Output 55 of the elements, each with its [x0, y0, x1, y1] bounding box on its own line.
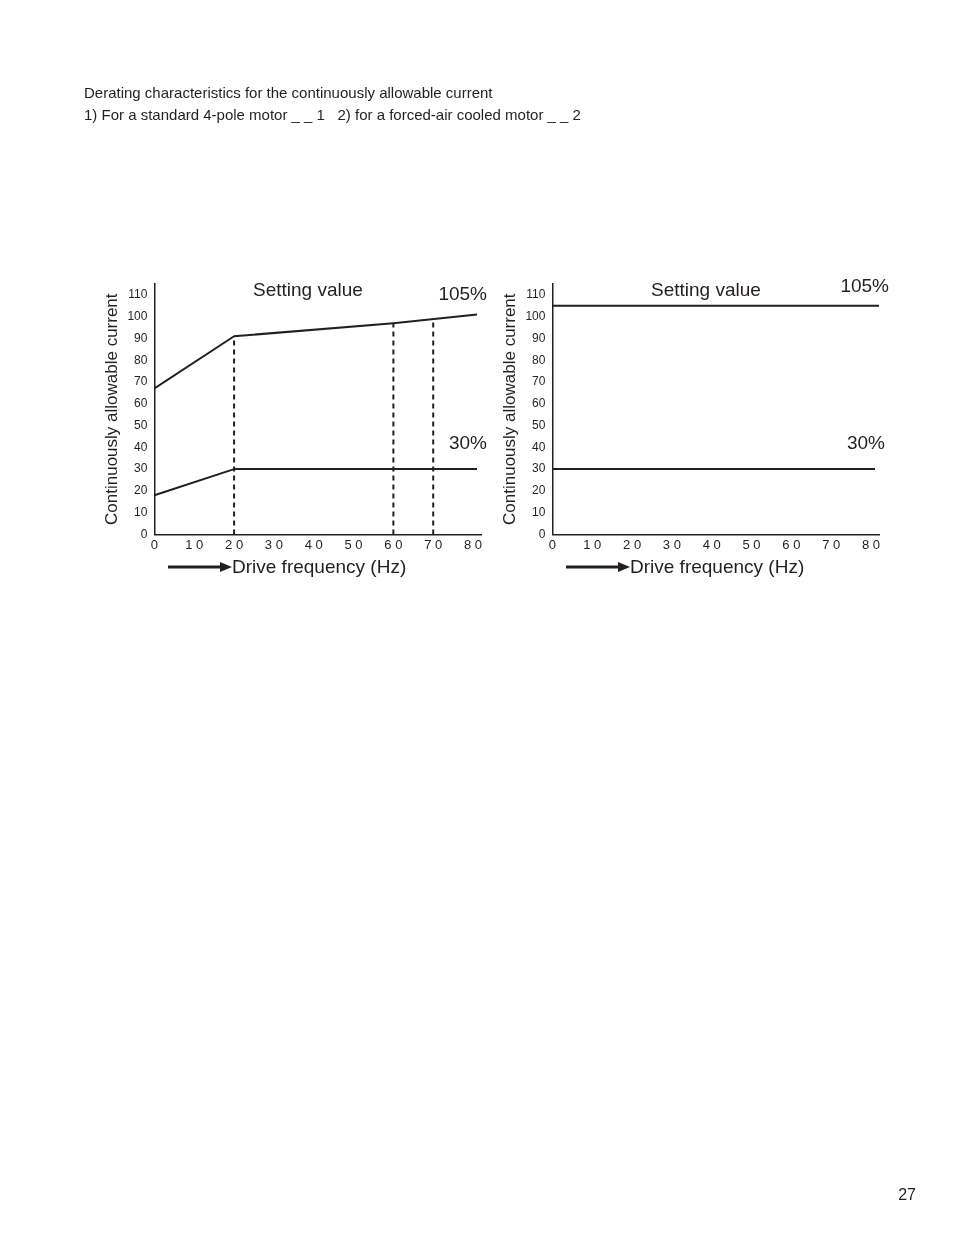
x-tick-label: 6 0: [782, 536, 801, 552]
y-tick-label: 60: [134, 396, 148, 411]
annotation: Setting value: [252, 278, 363, 300]
y-tick-label: 40: [134, 439, 148, 454]
x-tick-label: 3 0: [662, 536, 681, 552]
y-tick-label: 40: [532, 439, 546, 454]
y-tick-label: 100: [127, 308, 148, 323]
x-tick-label: 1 0: [583, 536, 602, 552]
chart-title: Derating characteristics for the continuously allowable current: [84, 83, 494, 103]
x-tick-label: 8 0: [862, 536, 881, 552]
y-tick-label: 30: [532, 461, 546, 476]
text: 27: [898, 1186, 916, 1204]
x-tick-label: 8 0: [464, 536, 483, 552]
y-tick-label: 60: [532, 396, 546, 411]
y-tick-label: 20: [134, 483, 148, 498]
y-tick-label: 110: [128, 287, 148, 302]
x-tick-label: 2 0: [623, 536, 642, 552]
y-tick-label: 90: [532, 330, 546, 345]
x-tick-label: 6 0: [384, 536, 403, 552]
annotation: 105%: [840, 274, 890, 296]
annotation: Setting value: [650, 278, 761, 300]
y-tick-label: 10: [532, 504, 546, 519]
y-tick-label: 0: [538, 526, 546, 541]
x-tick-label: 2 0: [225, 536, 244, 552]
x-tick-label: 4 0: [304, 536, 323, 552]
y-tick-label: 20: [532, 483, 546, 498]
x-tick-label: 5 0: [742, 536, 761, 552]
y-tick-label: 100: [525, 308, 546, 323]
y-tick-label: 110: [526, 287, 546, 302]
y-tick-label: 50: [532, 417, 546, 432]
y-tick-label: 70: [532, 374, 546, 389]
x-tick-label: 3 0: [264, 536, 283, 552]
chart-subtitle: 1) For a standard 4-pole motor _ _ 1 2) for a forced-air cooled motor _ _ 2: [84, 105, 581, 125]
y-axis-title: Continuously allowable current: [499, 293, 519, 525]
annotation: 30%: [846, 431, 886, 453]
y-tick-label: 80: [134, 352, 148, 367]
x-tick-label: 7 0: [822, 536, 841, 552]
x-axis-title: Drive frequency (Hz): [630, 556, 805, 578]
y-tick-label: 0: [140, 526, 148, 541]
x-axis-title: Drive frequency (Hz): [232, 556, 407, 578]
x-tick-label: 1 0: [185, 536, 204, 552]
x-tick-label: 0: [150, 536, 159, 552]
x-tick-label: 7 0: [424, 536, 443, 552]
x-tick-label: 0: [548, 536, 557, 552]
y-tick-label: 10: [134, 504, 148, 519]
y-tick-label: 50: [134, 417, 148, 432]
y-tick-label: 90: [134, 330, 148, 345]
x-tick-label: 4 0: [702, 536, 721, 552]
y-axis-title: Continuously allowable current: [101, 293, 121, 525]
y-tick-label: 70: [134, 374, 148, 389]
annotation: 105%: [438, 283, 488, 305]
y-tick-label: 30: [134, 461, 148, 476]
y-tick-label: 80: [532, 352, 546, 367]
x-tick-label: 5 0: [344, 536, 363, 552]
annotation: 30%: [448, 431, 488, 453]
